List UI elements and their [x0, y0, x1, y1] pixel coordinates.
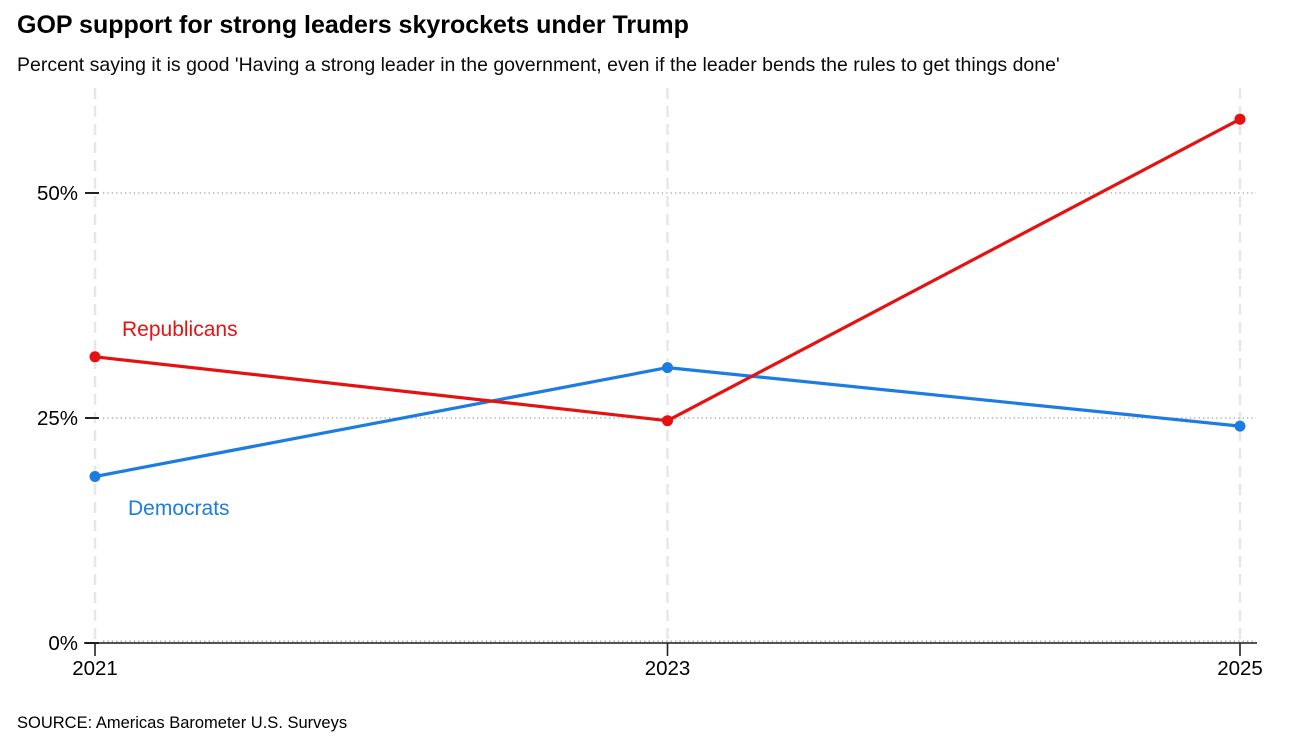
x-tick-label: 2025: [1217, 657, 1263, 680]
chart-subtitle: Percent saying it is good 'Having a stro…: [17, 54, 1060, 76]
democrats-point-2021: [89, 471, 101, 482]
x-tick-label: 2023: [645, 657, 691, 680]
y-tick-label: 0%: [48, 632, 78, 655]
x-tick-label: 2021: [72, 657, 118, 680]
series-label-republicans: Republicans: [122, 318, 238, 341]
source-note: SOURCE: Americas Barometer U.S. Surveys: [17, 714, 348, 732]
democrats-point-2025: [1234, 420, 1246, 432]
republicans-point-2021: [89, 351, 101, 363]
chart-title: GOP support for strong leaders skyrocket…: [17, 11, 689, 39]
democrats-point-2023: [662, 362, 673, 374]
series-label-democrats: Democrats: [128, 497, 230, 520]
republicans-point-2025: [1234, 113, 1246, 125]
republicans-point-2023: [662, 415, 673, 427]
y-tick-label: 50%: [37, 182, 78, 205]
y-tick-label: 25%: [37, 407, 78, 430]
